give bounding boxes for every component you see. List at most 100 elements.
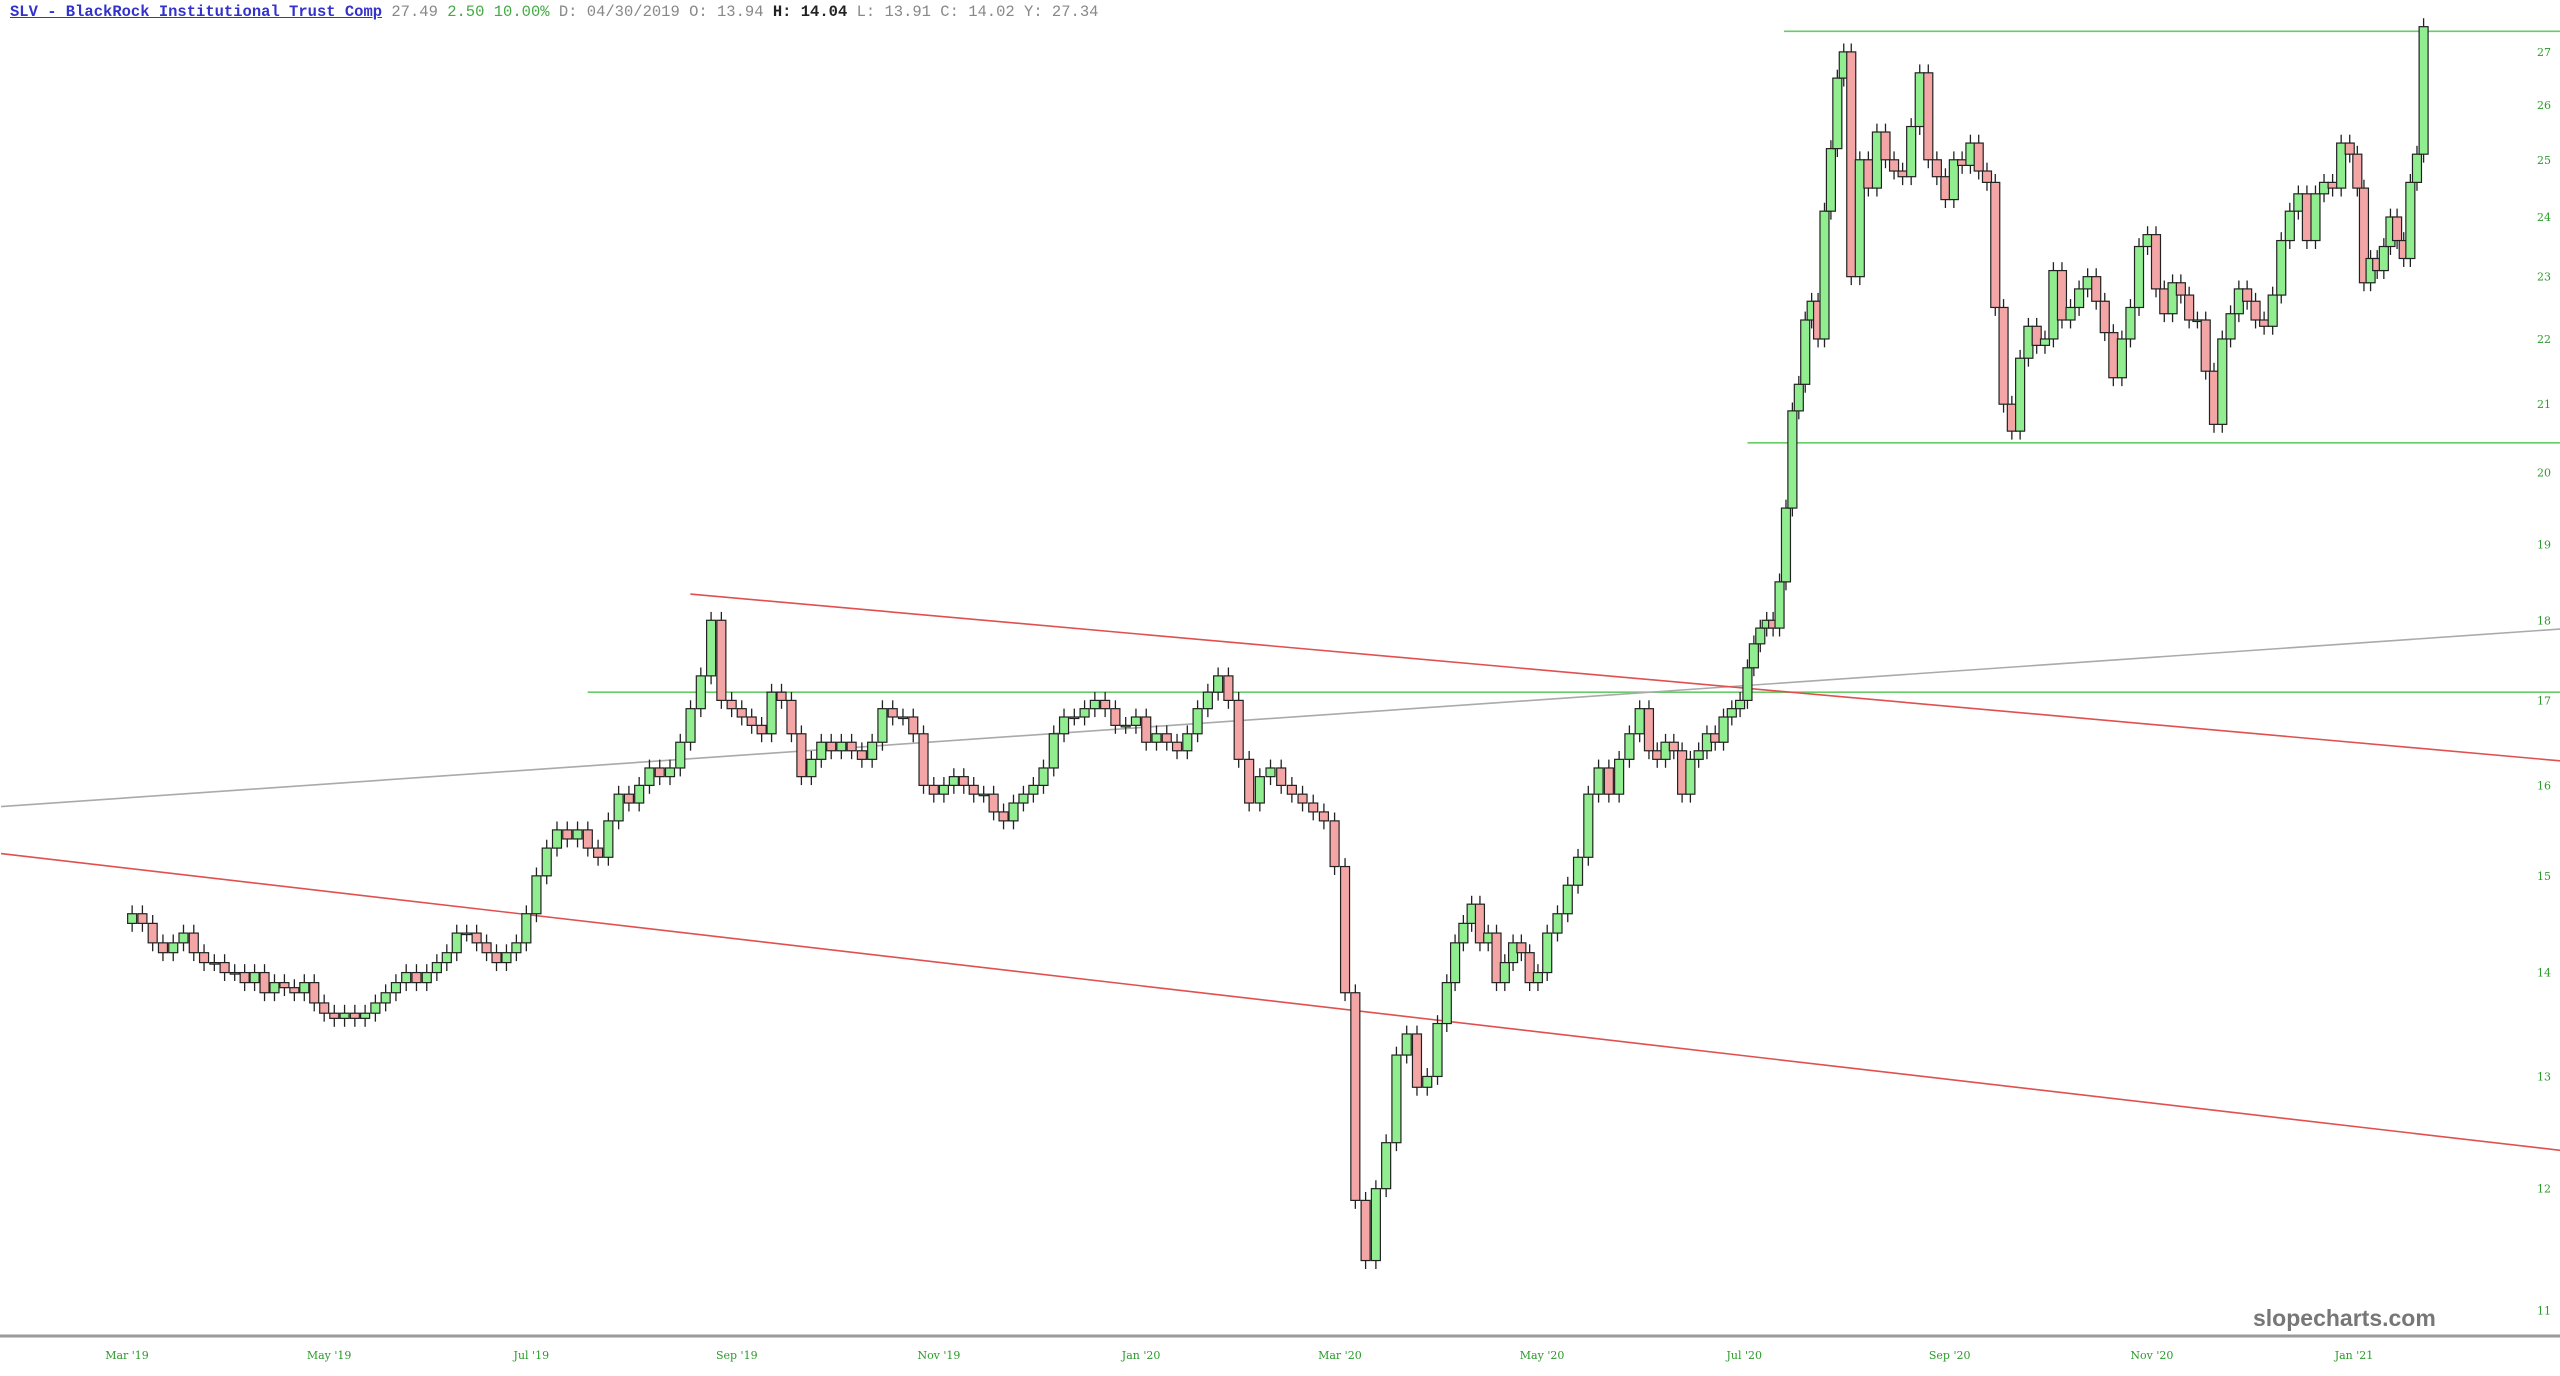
candle-body — [127, 913, 138, 924]
candle — [1329, 812, 1340, 875]
candle — [370, 994, 381, 1022]
trend-line — [1, 628, 2560, 808]
candle-body — [1583, 793, 1594, 858]
candle-body — [219, 961, 230, 974]
candle-body — [1603, 767, 1614, 795]
candle — [541, 839, 552, 885]
candle — [1339, 858, 1351, 1002]
candle-body — [1846, 51, 1857, 278]
candle-body — [1244, 758, 1255, 804]
candle — [1593, 759, 1604, 803]
candle — [2418, 18, 2429, 163]
candle — [1213, 667, 1224, 701]
candle — [1914, 64, 1925, 135]
candle — [2073, 280, 2085, 316]
candle — [1652, 742, 1663, 768]
candle-body — [1038, 767, 1049, 786]
candle-body — [1552, 913, 1563, 934]
candle — [319, 994, 330, 1022]
candle-body — [1957, 159, 1968, 166]
candle — [1182, 725, 1193, 760]
candle-body — [562, 829, 573, 840]
y-tick-label: 11 — [2537, 1305, 2551, 1318]
candle — [279, 974, 290, 997]
candle-body — [1643, 708, 1655, 752]
candle-body — [766, 691, 777, 735]
candle-body — [2310, 193, 2321, 242]
candle — [675, 733, 686, 777]
candle — [2150, 226, 2162, 298]
candle-body — [1161, 733, 1172, 743]
candle-body — [1871, 131, 1883, 189]
drawn-lines — [0, 30, 2560, 1152]
candle — [1614, 750, 1625, 803]
candle — [908, 708, 919, 743]
candle-body — [1863, 159, 1874, 189]
candle — [1603, 759, 1614, 803]
candle-body — [198, 952, 210, 964]
candle — [1151, 725, 1162, 751]
candle — [289, 979, 300, 1002]
candle-body — [1441, 982, 1452, 1025]
candle-body — [1308, 802, 1319, 813]
candle — [887, 700, 898, 726]
candle — [1965, 134, 1976, 174]
candle-body — [826, 741, 837, 752]
candle — [1532, 964, 1544, 992]
candle — [705, 611, 717, 685]
candle — [2208, 362, 2220, 433]
candle — [1542, 924, 1553, 982]
candle — [2015, 349, 2026, 440]
candle — [2142, 226, 2153, 255]
candle — [1880, 123, 1891, 169]
candle — [1524, 944, 1535, 992]
candle — [988, 785, 999, 821]
candle-body — [2276, 239, 2287, 296]
candle-body — [1449, 942, 1461, 984]
candle-body — [209, 961, 220, 965]
trend-line — [690, 593, 2560, 762]
candle-body — [168, 942, 179, 954]
y-tick-label: 26 — [2537, 99, 2551, 112]
candle — [2125, 299, 2136, 348]
candle-body — [2250, 300, 2261, 321]
candle-body — [1381, 1142, 1392, 1190]
candle-body — [1120, 724, 1131, 728]
candle — [2327, 174, 2338, 197]
candle-body — [319, 1002, 330, 1014]
candle-body — [269, 982, 280, 994]
candle — [2031, 317, 2042, 354]
candle-body — [1532, 971, 1544, 984]
candle — [613, 785, 624, 830]
candle-body — [1422, 1075, 1433, 1088]
candle-body — [1391, 1054, 1402, 1144]
candle-body — [1202, 691, 1213, 710]
symbol-link[interactable]: SLV - BlackRock Institutional Trust Comp — [10, 3, 383, 21]
candle — [1223, 667, 1234, 709]
y-tick-label: 24 — [2537, 211, 2551, 224]
candle-body — [239, 971, 250, 984]
candle-body — [329, 1012, 340, 1019]
candle — [1491, 924, 1502, 992]
candle-body — [1832, 77, 1843, 150]
candle-body — [1458, 922, 1469, 944]
candle-body — [2225, 313, 2236, 340]
candle — [2276, 232, 2287, 304]
candle — [958, 768, 969, 794]
candle-body — [592, 847, 604, 858]
candle — [846, 733, 857, 760]
candle — [127, 905, 138, 932]
candle — [1940, 168, 1951, 209]
candle — [2184, 286, 2195, 329]
watermark: slopecharts.com — [2253, 1305, 2436, 1331]
candle-body — [2267, 294, 2278, 327]
candle-body — [572, 829, 583, 840]
candle — [1981, 162, 1993, 191]
candle — [948, 768, 959, 794]
candle — [441, 944, 452, 972]
x-tick-label: Mar '20 — [1318, 1349, 1362, 1362]
candle-body — [1141, 716, 1152, 743]
candle-body — [756, 724, 767, 735]
x-tick-label: May '20 — [1520, 1349, 1565, 1362]
